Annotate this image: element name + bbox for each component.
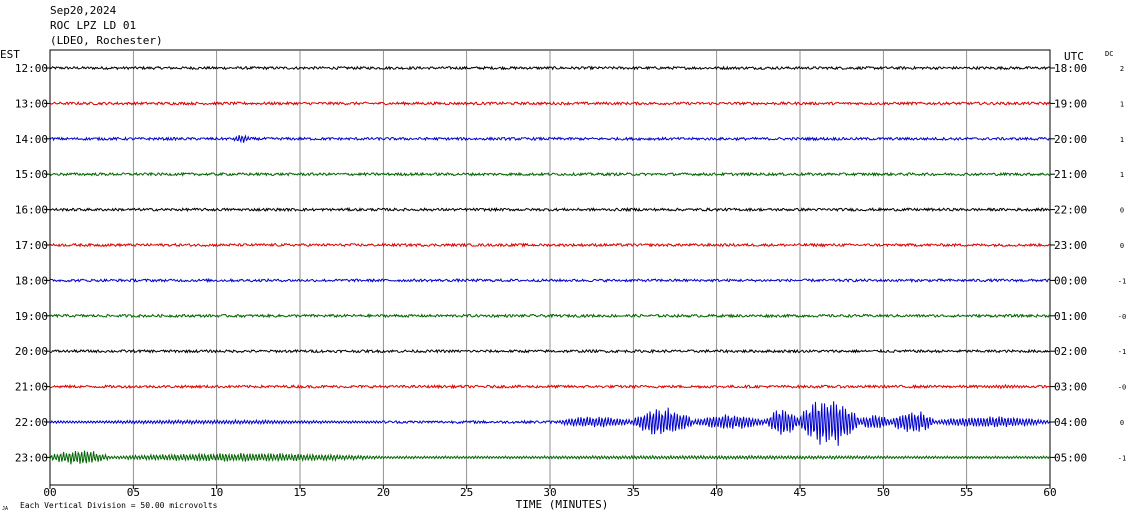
footer-marker: JA <box>2 506 8 512</box>
x-tick-label: 50 <box>877 486 890 499</box>
x-tick-label: 00 <box>43 486 56 499</box>
dc-value: -0 <box>1118 313 1126 321</box>
utc-time-label: 22:00 <box>1054 204 1087 217</box>
dc-label: DC <box>1105 50 1114 58</box>
utc-time-label: 00:00 <box>1054 274 1087 287</box>
dc-value: 0 <box>1120 207 1124 215</box>
x-tick-label: 60 <box>1043 486 1056 499</box>
dc-value: 0 <box>1120 242 1124 250</box>
est-time-label: 20:00 <box>15 345 48 358</box>
dc-value: 0 <box>1120 419 1124 427</box>
trace-line <box>49 100 1051 107</box>
left-timezone-label: EST <box>0 48 20 61</box>
trace-line <box>49 171 1051 177</box>
trace-line <box>49 65 1051 71</box>
x-tick-label: 20 <box>377 486 390 499</box>
utc-time-label: 02:00 <box>1054 345 1087 358</box>
est-time-label: 16:00 <box>15 204 48 217</box>
dc-value: -1 <box>1118 454 1126 462</box>
est-time-label: 13:00 <box>15 97 48 110</box>
trace-line <box>49 401 1051 446</box>
x-tick-label: 45 <box>793 486 806 499</box>
header-network: (LDEO, Rochester) <box>50 34 163 47</box>
utc-time-label: 23:00 <box>1054 239 1087 252</box>
utc-time-label: 03:00 <box>1054 381 1087 394</box>
x-tick-label: 25 <box>460 486 473 499</box>
right-timezone-label: UTC <box>1064 50 1084 63</box>
est-time-label: 17:00 <box>15 239 48 252</box>
dc-value: -1 <box>1118 348 1126 356</box>
dc-value: 1 <box>1120 136 1124 144</box>
est-time-label: 15:00 <box>15 168 48 181</box>
est-time-label: 14:00 <box>15 133 48 146</box>
est-time-label: 18:00 <box>15 274 48 287</box>
est-time-label: 19:00 <box>15 310 48 323</box>
utc-time-label: 19:00 <box>1054 97 1087 110</box>
x-tick-label: 05 <box>127 486 140 499</box>
dc-value: 2 <box>1120 65 1124 73</box>
trace-line <box>49 383 1051 390</box>
trace-line <box>49 134 1051 144</box>
dc-value: 1 <box>1120 100 1124 108</box>
trace-line <box>49 348 1051 354</box>
est-time-label: 22:00 <box>15 416 48 429</box>
utc-time-label: 21:00 <box>1054 168 1087 181</box>
x-axis-title: TIME (MINUTES) <box>516 498 609 511</box>
x-tick-label: 55 <box>960 486 973 499</box>
grid <box>45 49 1055 489</box>
est-time-label: 21:00 <box>15 381 48 394</box>
dc-value: 1 <box>1120 171 1124 179</box>
est-time-label: 23:00 <box>15 451 48 464</box>
trace-line <box>49 450 1051 465</box>
trace-line <box>49 242 1051 248</box>
header-station: ROC LPZ LD 01 <box>50 19 137 32</box>
x-tick-label: 10 <box>210 486 223 499</box>
trace-line <box>49 277 1051 284</box>
utc-time-label: 01:00 <box>1054 310 1087 323</box>
header-date: Sep20,2024 <box>50 4 117 17</box>
x-tick-label: 15 <box>293 486 306 499</box>
utc-time-label: 20:00 <box>1054 133 1087 146</box>
utc-time-label: 04:00 <box>1054 416 1087 429</box>
utc-time-label: 05:00 <box>1054 451 1087 464</box>
x-tick-label: 35 <box>627 486 640 499</box>
utc-time-label: 18:00 <box>1054 62 1087 75</box>
trace-line <box>49 206 1051 213</box>
x-tick-label: 40 <box>710 486 723 499</box>
footer-scale: Each Vertical Division = 50.00 microvolt… <box>20 501 218 510</box>
dc-value: -1 <box>1118 277 1126 285</box>
dc-value: -0 <box>1118 384 1126 392</box>
traces <box>49 65 1051 465</box>
est-time-label: 12:00 <box>15 62 48 75</box>
trace-line <box>49 313 1051 319</box>
x-tick-label: 30 <box>543 486 556 499</box>
